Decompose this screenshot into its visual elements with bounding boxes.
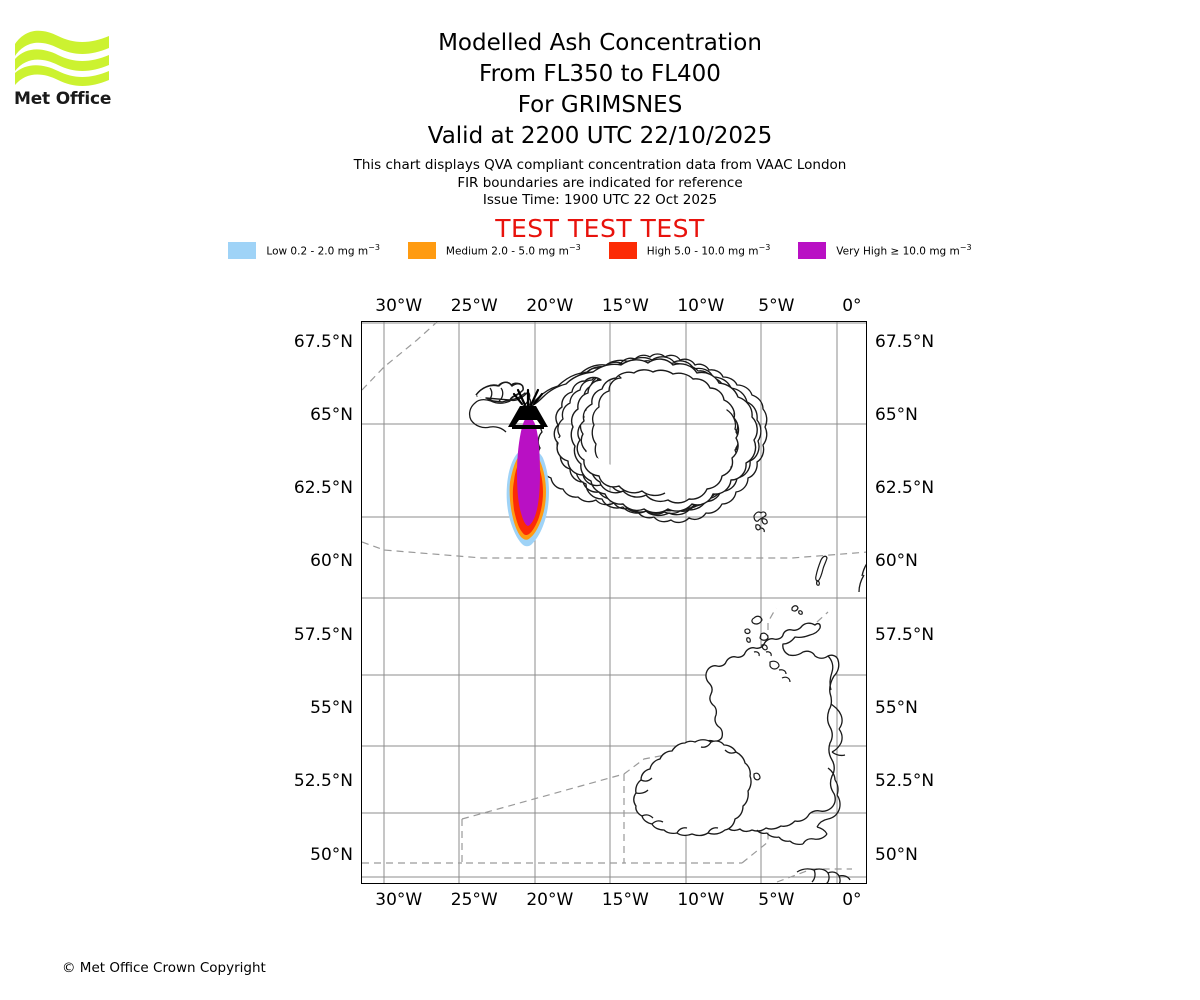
lat-tick-left-57.5°N: 57.5°N bbox=[293, 624, 353, 645]
lon-tick-top-15°W: 15°W bbox=[601, 296, 649, 316]
legend-label-low: Low 0.2 - 2.0 mg m−3 bbox=[266, 243, 380, 258]
lat-tick-left-55°N: 55°N bbox=[310, 698, 353, 719]
lon-tick-top-5°W: 5°W bbox=[758, 296, 795, 316]
fir-note: FIR boundaries are indicated for referen… bbox=[457, 174, 743, 191]
lon-tick-top-30°W: 30°W bbox=[375, 296, 423, 316]
lat-tick-left-50°N: 50°N bbox=[310, 844, 353, 865]
lat-tick-left-67.5°N: 67.5°N bbox=[293, 331, 353, 352]
volcano-name-line: For GRIMSNES bbox=[517, 92, 683, 118]
lat-tick-right-55°N: 55°N bbox=[875, 698, 918, 719]
legend-item-medium: Medium 2.0 - 5.0 mg m−3 bbox=[407, 242, 581, 259]
lat-tick-right-60°N: 60°N bbox=[875, 551, 918, 572]
lat-tick-left-60°N: 60°N bbox=[310, 551, 353, 572]
lat-tick-right-50°N: 50°N bbox=[875, 844, 918, 865]
lat-tick-right-67.5°N: 67.5°N bbox=[875, 331, 935, 352]
ireland-detail bbox=[635, 741, 737, 834]
legend-label-very-high: Very High ≥ 10.0 mg m−3 bbox=[836, 243, 972, 258]
met-office-wave-icon bbox=[15, 30, 109, 86]
lat-tick-right-52.5°N: 52.5°N bbox=[875, 771, 935, 792]
lon-tick-top-20°W: 20°W bbox=[526, 296, 574, 316]
legend-swatch-very-high bbox=[798, 242, 827, 259]
test-banner: TEST TEST TEST bbox=[495, 214, 705, 243]
legend-swatch-medium bbox=[407, 242, 436, 259]
page-title: Modelled Ash Concentration bbox=[438, 30, 762, 56]
legend-item-high: High 5.0 - 10.0 mg m−3 bbox=[608, 242, 771, 259]
lon-tick-bottom-25°W: 25°W bbox=[450, 890, 498, 910]
lat-tick-left-65°N: 65°N bbox=[310, 404, 353, 425]
met-office-logo-text: Met Office bbox=[14, 89, 112, 109]
faroe-islands bbox=[753, 511, 768, 533]
copyright-footer: © Met Office Crown Copyright bbox=[62, 960, 266, 976]
lon-tick-top-0°: 0° bbox=[842, 296, 862, 316]
legend-swatch-high bbox=[608, 242, 637, 259]
shetland-islands bbox=[815, 555, 828, 586]
longitude-axis-bottom: 30°W 25°W 20°W 15°W 10°W 5°W 0° bbox=[361, 890, 867, 914]
valid-time-line: Valid at 2200 UTC 22/10/2025 bbox=[427, 123, 773, 149]
qva-disclaimer: This chart displays QVA compliant concen… bbox=[353, 157, 847, 173]
lat-tick-right-65°N: 65°N bbox=[875, 404, 918, 425]
great-britain-detail bbox=[756, 655, 846, 846]
issue-time: Issue Time: 1900 UTC 22 Oct 2025 bbox=[482, 192, 718, 208]
lon-tick-bottom-10°W: 10°W bbox=[677, 890, 725, 910]
flight-level-line: From FL350 to FL400 bbox=[479, 61, 721, 87]
hebrides-islands bbox=[744, 615, 791, 683]
iceland-westfjords bbox=[468, 381, 524, 433]
ash-plume-contours bbox=[506, 417, 549, 547]
ash-contour-very-high bbox=[517, 417, 540, 526]
lon-tick-bottom-30°W: 30°W bbox=[375, 890, 423, 910]
lon-tick-bottom-20°W: 20°W bbox=[526, 890, 574, 910]
legend-label-medium: Medium 2.0 - 5.0 mg m−3 bbox=[445, 243, 581, 258]
map-frame bbox=[361, 321, 867, 884]
ireland-coastline bbox=[633, 739, 752, 837]
lon-tick-top-10°W: 10°W bbox=[677, 296, 725, 316]
legend-swatch-low bbox=[228, 242, 257, 259]
latitude-axis-left: 67.5°N 65°N 62.5°N 60°N 57.5°N 55°N 52.5°N 50°N bbox=[0, 321, 361, 884]
lat-tick-right-62.5°N: 62.5°N bbox=[875, 478, 935, 499]
volcano-symbol bbox=[508, 388, 548, 429]
lon-tick-bottom-5°W: 5°W bbox=[758, 890, 795, 910]
met-office-logo: Met Office bbox=[14, 26, 124, 116]
lat-tick-left-62.5°N: 62.5°N bbox=[293, 478, 353, 499]
iceland-shape bbox=[475, 358, 758, 514]
ash-concentration-map bbox=[361, 321, 867, 884]
concentration-legend: Low 0.2 - 2.0 mg m−3 Medium 2.0 - 5.0 mg… bbox=[0, 242, 1200, 259]
lon-tick-bottom-0°: 0° bbox=[842, 890, 862, 910]
legend-item-low: Low 0.2 - 2.0 mg m−3 bbox=[228, 242, 380, 259]
norway-coastline bbox=[858, 563, 866, 593]
lat-tick-right-57.5°N: 57.5°N bbox=[875, 624, 935, 645]
map-canvas bbox=[362, 322, 866, 883]
lon-tick-bottom-15°W: 15°W bbox=[601, 890, 649, 910]
lon-tick-top-25°W: 25°W bbox=[450, 296, 498, 316]
legend-label-high: High 5.0 - 10.0 mg m−3 bbox=[646, 243, 771, 258]
latitude-axis-right: 67.5°N 65°N 62.5°N 60°N 57.5°N 55°N 52.5°N 50°N bbox=[867, 321, 1067, 884]
orkney-islands bbox=[791, 605, 803, 615]
chart-title-block: Modelled Ash Concentration From FL350 to… bbox=[0, 28, 1200, 152]
isle-of-man bbox=[753, 772, 761, 781]
longitude-axis-top: 30°W 25°W 20°W 15°W 10°W 5°W 0° bbox=[361, 292, 867, 316]
legend-item-very-high: Very High ≥ 10.0 mg m−3 bbox=[798, 242, 972, 259]
chart-subtitle-block: This chart displays QVA compliant concen… bbox=[0, 157, 1200, 210]
france-coastline bbox=[796, 868, 851, 883]
lat-tick-left-52.5°N: 52.5°N bbox=[293, 771, 353, 792]
